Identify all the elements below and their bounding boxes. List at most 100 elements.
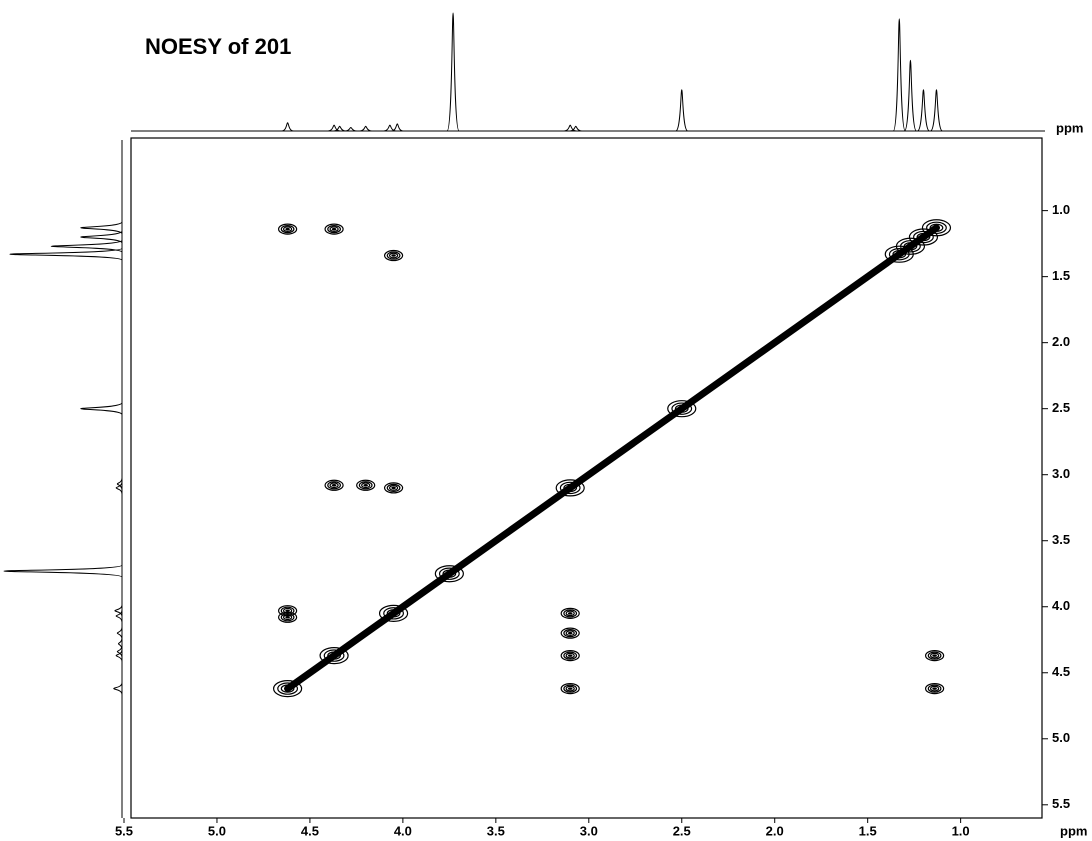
- contour-ring: [277, 682, 299, 695]
- top-projection-peak: [929, 89, 943, 132]
- chart-title: NOESY of 201: [145, 34, 291, 59]
- top-projection-peak: [333, 125, 346, 132]
- contour-ring: [563, 483, 578, 493]
- contour-ring: [329, 226, 339, 232]
- contour-ring: [361, 482, 371, 489]
- contour-ring: [563, 684, 578, 693]
- left-projection-peak: [116, 627, 123, 640]
- contour-ring: [921, 219, 952, 237]
- contour-ring: [560, 683, 580, 695]
- x-tick-label: 2.0: [766, 823, 784, 838]
- contour-core: [567, 654, 573, 657]
- contour-core: [391, 254, 396, 257]
- cross-peak: [925, 649, 945, 662]
- cross-peak: [278, 223, 298, 235]
- contour-core: [567, 631, 573, 635]
- contour-ring: [559, 481, 581, 495]
- left-projection-peak: [3, 564, 123, 578]
- contour-core: [567, 687, 573, 690]
- cross-peak: [356, 479, 376, 491]
- cross-peak: [278, 611, 298, 623]
- x-tick-label: 4.5: [301, 823, 319, 838]
- contour-ring: [929, 652, 940, 659]
- contour-ring: [916, 232, 931, 242]
- top-projection-peak: [675, 89, 689, 132]
- x-tick-label: 3.0: [580, 823, 598, 838]
- diagonal-peak: [378, 604, 409, 622]
- plot-frame: [130, 137, 1043, 819]
- contour-ring: [908, 228, 939, 246]
- contour-ring: [323, 649, 345, 662]
- contour-ring: [282, 226, 293, 232]
- contour-ring: [388, 485, 399, 491]
- contour-core: [932, 225, 940, 230]
- y-axis-label: ppm: [1056, 120, 1083, 135]
- top-projection-peak: [903, 59, 917, 132]
- y-tick-label: 2.5: [1052, 400, 1070, 415]
- contour-ring: [324, 223, 344, 235]
- diagonal-peak: [434, 565, 464, 583]
- contour-ring: [280, 684, 295, 693]
- left-projection-peak: [80, 230, 123, 244]
- contour-ring: [383, 607, 404, 620]
- contour-ring: [565, 610, 575, 617]
- contour-ring: [327, 481, 341, 490]
- contour-core: [391, 486, 396, 490]
- contour-ring: [555, 479, 585, 497]
- cross-peak: [560, 683, 580, 695]
- contour-ring: [929, 685, 940, 692]
- contour-ring: [278, 223, 298, 235]
- top-projection-peak: [383, 124, 396, 132]
- contour-core: [363, 484, 368, 487]
- y-tick-label: 2.0: [1052, 334, 1070, 349]
- contour-core: [895, 252, 903, 257]
- contour-ring: [280, 613, 295, 622]
- y-tick-label: 4.0: [1052, 598, 1070, 613]
- diagonal-peak: [555, 479, 585, 497]
- x-tick-label: 4.0: [394, 823, 412, 838]
- contour-ring: [438, 567, 460, 580]
- contour-ring: [925, 683, 945, 695]
- x-tick-label: 5.0: [208, 823, 226, 838]
- y-tick-label: 3.0: [1052, 466, 1070, 481]
- contour-ring: [927, 651, 942, 660]
- contour-ring: [388, 252, 399, 259]
- contour-ring: [273, 680, 303, 698]
- contour-core: [285, 227, 290, 231]
- contour-ring: [903, 242, 918, 251]
- contour-core: [390, 611, 398, 616]
- contour-core: [678, 406, 686, 411]
- diagonal-peak: [667, 400, 697, 418]
- contour-ring: [356, 479, 376, 491]
- cross-peak: [560, 627, 580, 639]
- top-projection-peak: [359, 125, 372, 132]
- contour-ring: [282, 614, 293, 621]
- y-tick-label: 1.0: [1052, 202, 1070, 217]
- contour-core: [284, 686, 292, 691]
- contour-ring: [383, 249, 404, 262]
- top-projection-peak: [916, 89, 930, 132]
- contour-ring: [358, 481, 373, 490]
- contour-core: [566, 485, 574, 490]
- contour-ring: [927, 684, 942, 693]
- contour-ring: [327, 225, 341, 234]
- contour-ring: [563, 609, 578, 618]
- contour-ring: [282, 607, 293, 614]
- x-tick-label: 5.5: [115, 823, 133, 838]
- contour-ring: [560, 627, 580, 639]
- x-tick-label: 3.5: [487, 823, 505, 838]
- top-projection-peak: [391, 123, 404, 132]
- contour-core: [445, 571, 453, 576]
- contour-ring: [324, 479, 344, 491]
- contour-ring: [378, 604, 409, 622]
- contour-ring: [278, 605, 298, 617]
- contour-core: [932, 654, 937, 657]
- cross-peak: [324, 479, 344, 491]
- cross-peak: [925, 683, 945, 695]
- y-tick-label: 4.5: [1052, 664, 1070, 679]
- diagonal-peak: [921, 219, 952, 237]
- contour-ring: [442, 569, 457, 578]
- contour-ring: [560, 607, 580, 619]
- contour-ring: [671, 402, 693, 415]
